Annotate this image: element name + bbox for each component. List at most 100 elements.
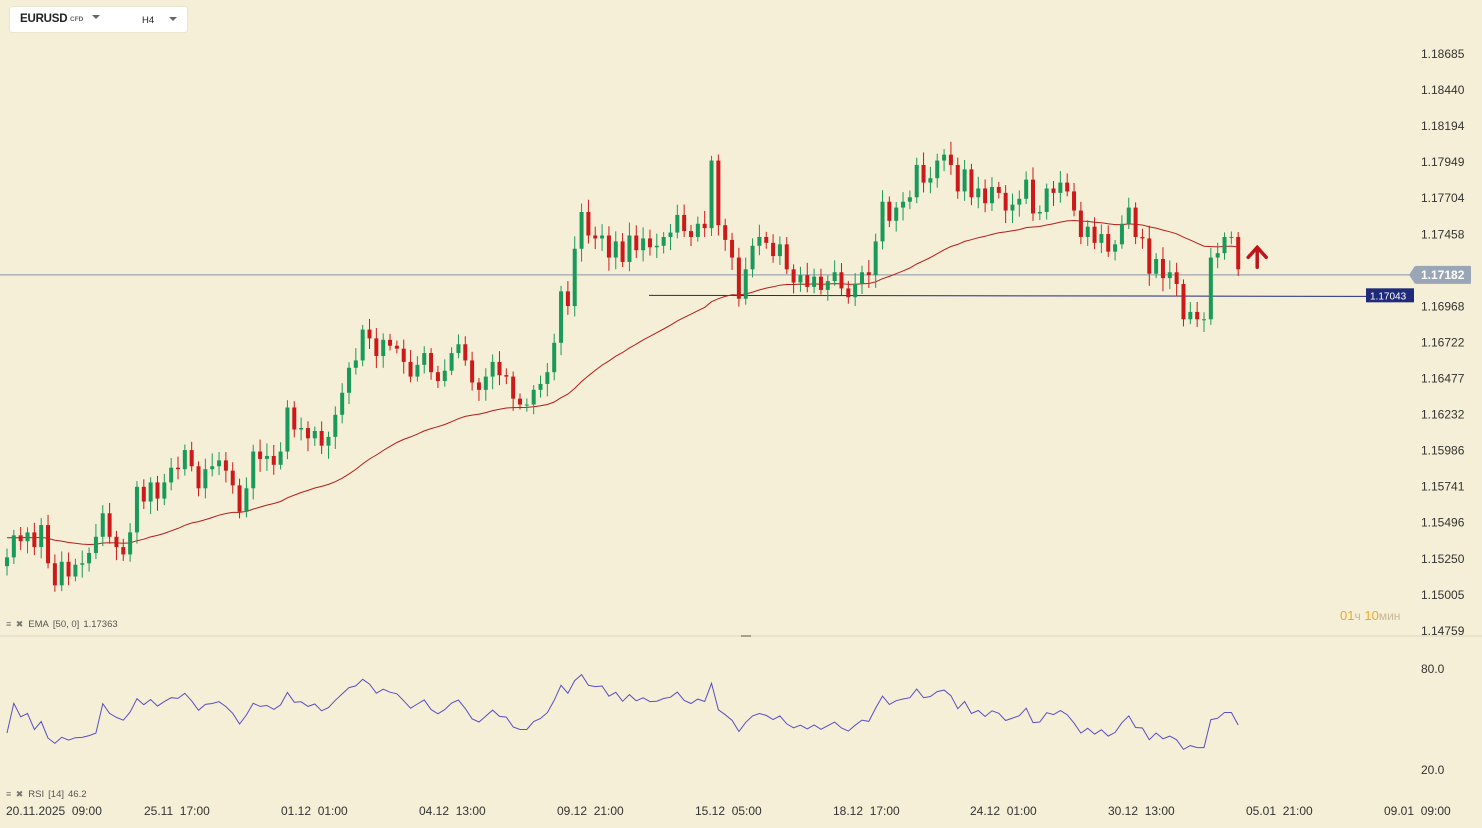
candle-body[interactable]: [921, 164, 926, 183]
candle-body[interactable]: [1126, 207, 1131, 224]
candle-body[interactable]: [134, 486, 139, 533]
candle-body[interactable]: [483, 376, 488, 390]
candle-body[interactable]: [552, 342, 557, 373]
candle-body[interactable]: [764, 236, 769, 243]
candle-body[interactable]: [935, 160, 940, 179]
candle-body[interactable]: [305, 428, 310, 439]
candle-body[interactable]: [59, 561, 64, 586]
candle-body[interactable]: [887, 201, 892, 221]
candle-body[interactable]: [962, 169, 967, 192]
candle-body[interactable]: [80, 563, 85, 565]
candle-body[interactable]: [579, 211, 584, 249]
candle-body[interactable]: [641, 238, 646, 251]
candle-body[interactable]: [278, 451, 283, 465]
candle-body[interactable]: [1133, 207, 1138, 237]
candle-body[interactable]: [606, 235, 611, 258]
candle-body[interactable]: [196, 466, 201, 489]
candle-body[interactable]: [866, 272, 871, 276]
candle-body[interactable]: [128, 532, 133, 555]
candle-body[interactable]: [1208, 257, 1213, 320]
candle-body[interactable]: [668, 232, 673, 237]
candle-body[interactable]: [230, 470, 235, 486]
candle-body[interactable]: [141, 486, 146, 502]
candle-body[interactable]: [969, 169, 974, 198]
candle-body[interactable]: [860, 272, 864, 285]
candle-body[interactable]: [620, 241, 625, 262]
candle-body[interactable]: [948, 154, 953, 165]
candle-body[interactable]: [32, 532, 37, 548]
candle-body[interactable]: [66, 561, 71, 577]
candle-body[interactable]: [449, 353, 454, 371]
candle-body[interactable]: [258, 451, 263, 459]
candle-body[interactable]: [798, 275, 803, 283]
candle-body[interactable]: [928, 178, 933, 183]
candle-body[interactable]: [565, 291, 570, 307]
candle-body[interactable]: [511, 376, 516, 399]
candle-body[interactable]: [25, 532, 30, 542]
candle-body[interactable]: [805, 275, 810, 287]
candle-body[interactable]: [1160, 259, 1165, 279]
candle-body[interactable]: [716, 160, 721, 226]
candle-body[interactable]: [654, 245, 659, 248]
candle-body[interactable]: [353, 360, 358, 368]
candle-body[interactable]: [422, 353, 427, 365]
candle-body[interactable]: [1037, 211, 1042, 214]
candle-body[interactable]: [312, 430, 317, 439]
candle-body[interactable]: [689, 231, 693, 237]
candle-body[interactable]: [504, 375, 509, 377]
candle-body[interactable]: [463, 344, 468, 361]
candle-body[interactable]: [1099, 234, 1104, 243]
candle-body[interactable]: [347, 367, 351, 393]
candle-body[interactable]: [162, 482, 167, 499]
candle-body[interactable]: [647, 238, 652, 248]
candle-body[interactable]: [223, 460, 228, 471]
candle-body[interactable]: [955, 164, 960, 192]
candle-body[interactable]: [93, 536, 98, 553]
candle-body[interactable]: [52, 563, 57, 586]
candle-body[interactable]: [333, 414, 338, 437]
candle-body[interactable]: [360, 329, 365, 361]
candle-body[interactable]: [1072, 191, 1077, 211]
candle-body[interactable]: [901, 201, 906, 208]
candle-body[interactable]: [1154, 259, 1159, 274]
candle-body[interactable]: [989, 187, 994, 204]
candle-body[interactable]: [873, 241, 878, 276]
symbol-toolbar[interactable]: EURUSD CFD H4: [10, 7, 187, 32]
indicator-settings-icon[interactable]: ≡ ✖: [6, 789, 25, 799]
candle-body[interactable]: [907, 197, 912, 202]
candle-body[interactable]: [5, 557, 9, 567]
timeframe-select[interactable]: H4: [142, 15, 155, 26]
candle-body[interactable]: [777, 244, 782, 257]
candle-body[interactable]: [1215, 253, 1220, 258]
candle-body[interactable]: [702, 223, 707, 229]
candle-body[interactable]: [750, 245, 755, 270]
candle-body[interactable]: [1195, 311, 1200, 320]
candle-body[interactable]: [675, 214, 680, 233]
candle-body[interactable]: [1140, 236, 1145, 239]
candle-body[interactable]: [217, 460, 222, 467]
candle-body[interactable]: [429, 353, 434, 373]
candle-body[interactable]: [942, 154, 947, 161]
candle-body[interactable]: [586, 211, 591, 236]
candle-body[interactable]: [388, 339, 393, 346]
candle-body[interactable]: [182, 450, 187, 470]
candle-body[interactable]: [203, 469, 208, 489]
candle-body[interactable]: [374, 338, 379, 357]
candle-body[interactable]: [148, 482, 153, 502]
candle-body[interactable]: [1119, 223, 1124, 245]
candle-body[interactable]: [983, 188, 988, 204]
candle-body[interactable]: [114, 536, 119, 548]
candle-body[interactable]: [107, 513, 112, 537]
candle-body[interactable]: [818, 276, 823, 290]
candle-body[interactable]: [880, 201, 885, 242]
candle-body[interactable]: [264, 455, 269, 459]
candle-body[interactable]: [46, 525, 51, 564]
timeframe-dropdown-caret-icon[interactable]: [169, 17, 177, 21]
candle-body[interactable]: [1147, 238, 1152, 274]
candle-body[interactable]: [1092, 226, 1097, 243]
candle-body[interactable]: [825, 281, 830, 290]
candle-body[interactable]: [367, 329, 372, 339]
candle-body[interactable]: [271, 455, 276, 465]
candle-body[interactable]: [784, 244, 789, 270]
